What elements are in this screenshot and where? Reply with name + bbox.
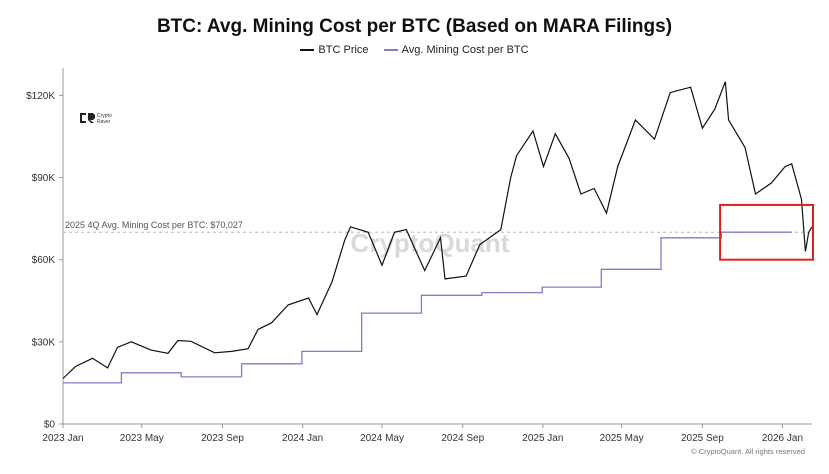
y-tick-label: $120K: [26, 91, 55, 102]
x-tick-label: 2023 May: [120, 433, 164, 444]
x-tick-label: 2025 Sep: [681, 433, 724, 444]
legend-label-mining-cost: Avg. Mining Cost per BTC: [401, 44, 529, 57]
x-tick-label: 2025 May: [600, 433, 644, 444]
y-tick-label: $0: [44, 420, 56, 431]
x-tick-label: 2023 Sep: [201, 433, 244, 444]
x-tick-label: 2026 Jan: [762, 433, 803, 444]
chart-legend: BTC Price Avg. Mining Cost per BTC: [0, 44, 829, 56]
legend-label-btc-price: BTC Price: [318, 44, 369, 57]
y-tick-label: $90K: [32, 173, 56, 184]
legend-swatch-mining-cost: [383, 49, 398, 52]
x-tick-label: 2024 Jan: [282, 433, 323, 444]
chart-title: BTC: Avg. Mining Cost per BTC (Based on …: [156, 16, 673, 37]
legend-item-btc-price: BTC Price: [300, 44, 369, 57]
highlight-box: [719, 203, 814, 261]
copyright-text: © CryptoQuant. All rights reserved: [691, 447, 805, 456]
series-line-mining-cost: [63, 231, 792, 384]
x-tick-label: 2024 May: [360, 433, 404, 444]
brand-logo-text-bottom: Raver: [97, 119, 111, 125]
brand-logo-icon: [80, 113, 86, 123]
x-tick-label: 2025 Jan: [522, 433, 563, 444]
x-tick-label: 2024 Sep: [441, 433, 484, 444]
brand-logo: Crypto Raver: [80, 113, 112, 125]
y-tick-label: $30K: [32, 337, 56, 348]
reference-line-label: 2025 4Q Avg. Mining Cost per BTC: $70,02…: [65, 220, 243, 230]
brand-logo-icon-part: [88, 113, 95, 123]
legend-item-mining-cost: Avg. Mining Cost per BTC: [383, 44, 529, 57]
series-line-btc-price: [62, 81, 813, 379]
y-tick-label: $60K: [32, 255, 56, 266]
x-tick-label: 2023 Jan: [42, 433, 83, 444]
x-axis: 2023 Jan 2023 May 2023 Sep 2024 Jan 2024 May…: [42, 423, 812, 444]
legend-swatch-btc-price: [300, 49, 315, 52]
y-axis: $0 $30K $60K $90K $120K: [26, 68, 64, 431]
brand-logo-text-top: Crypto: [97, 113, 112, 119]
